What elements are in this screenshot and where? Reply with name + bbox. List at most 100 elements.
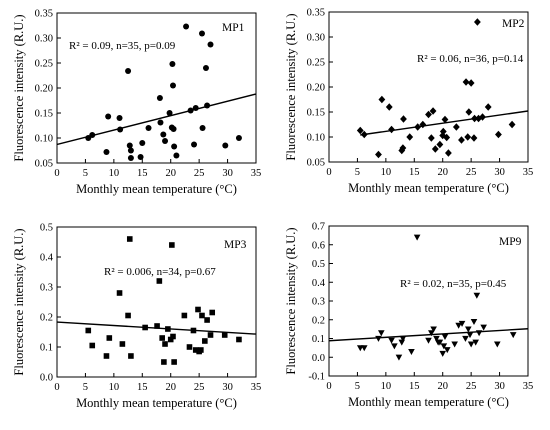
y-tick-label: 0.10 — [307, 133, 325, 144]
data-point — [186, 344, 193, 350]
x-tick-label: 15 — [137, 382, 148, 393]
data-point — [443, 347, 451, 354]
x-tick-label: 10 — [381, 167, 392, 178]
x-tick-label: 25 — [466, 381, 477, 392]
x-tick-label: 0 — [54, 382, 59, 393]
y-tick-label: 0.5 — [40, 223, 53, 234]
data-point — [360, 345, 368, 352]
data-point — [187, 107, 194, 114]
data-point — [493, 341, 501, 348]
data-point — [204, 317, 210, 323]
data-layer — [57, 236, 256, 365]
data-point — [419, 120, 427, 129]
stats-annotation: R² = 0.006, n=34, p=0.67 — [104, 266, 216, 278]
x-tick-label: 15 — [409, 381, 420, 392]
x-tick-label: 20 — [165, 168, 176, 179]
y-tick-label: 0.1 — [40, 343, 53, 354]
data-point — [207, 332, 214, 338]
data-point — [375, 150, 382, 159]
data-point — [156, 278, 163, 284]
x-tick-label: 15 — [409, 167, 420, 178]
data-point — [472, 339, 479, 346]
data-point — [106, 335, 113, 341]
x-tick-label: 5 — [355, 381, 360, 392]
data-point — [414, 123, 422, 131]
x-tick-label: 35 — [523, 167, 534, 178]
data-point — [470, 134, 478, 142]
x-tick-label: 20 — [165, 382, 176, 393]
data-point — [85, 327, 92, 334]
data-point — [171, 359, 177, 365]
data-point — [159, 335, 165, 341]
data-layer — [57, 23, 256, 161]
data-point — [356, 126, 364, 135]
data-point — [117, 126, 124, 133]
data-point — [195, 306, 201, 313]
data-point — [207, 41, 214, 48]
data-point — [385, 103, 393, 111]
x-tick-label: 10 — [109, 382, 120, 393]
data-point — [89, 132, 96, 138]
data-point — [462, 78, 470, 86]
data-point — [413, 234, 421, 241]
data-point — [445, 149, 452, 157]
data-point — [399, 144, 407, 152]
data-point — [471, 114, 478, 123]
data-point — [466, 332, 474, 339]
data-point — [455, 322, 462, 329]
y-tick-label: 0.35 — [307, 8, 325, 19]
panel-label: MP2 — [502, 18, 525, 30]
data-point — [173, 152, 180, 159]
data-point — [126, 236, 133, 242]
data-point — [400, 115, 407, 123]
y-tick-label: 0.0 — [40, 373, 53, 384]
chart-panel-mp2: 0 5 10 15 20 25 30 35 0.05 0.10 0.15 0.20 0.25 0.30 0.… — [284, 8, 533, 196]
data-point — [202, 65, 209, 71]
data-layer — [356, 18, 528, 159]
data-point — [103, 149, 110, 155]
data-point — [395, 354, 403, 361]
data-point — [169, 82, 176, 89]
data-point — [439, 350, 447, 357]
data-point — [440, 343, 448, 350]
y-axis-label: Fluorescence intensity (R.U.) — [284, 227, 298, 374]
data-point — [160, 131, 167, 138]
x-tick-label: 35 — [523, 381, 534, 392]
y-tick-label: 0.20 — [307, 83, 325, 94]
x-tick-label: 5 — [83, 168, 88, 179]
data-point — [441, 334, 449, 341]
data-point — [165, 326, 171, 332]
data-point — [198, 347, 204, 353]
data-point — [388, 337, 395, 344]
y-tick-label: 0.10 — [35, 134, 53, 145]
data-point — [181, 312, 188, 319]
data-point — [127, 155, 134, 161]
y-tick-label: 0.4 — [40, 253, 54, 264]
y-tick-label: 0.20 — [35, 84, 53, 95]
y-tick-label: 0.15 — [307, 108, 325, 119]
y-axis-label: Fluorescence intensity (R.U.) — [284, 13, 298, 160]
data-point — [375, 335, 382, 342]
data-point — [431, 145, 439, 153]
y-tick-label: 0.3 — [312, 297, 325, 308]
data-point — [388, 125, 395, 134]
chart-panel-mp3: 0 5 10 15 20 25 30 35 0.0 0.1 0.2 0.3 0.4 0.5 Monthly … — [12, 223, 261, 411]
x-tick-label: 5 — [355, 167, 360, 178]
data-point — [156, 95, 163, 101]
stats-annotation: R² = 0.02, n=35, p=0.45 — [400, 278, 507, 290]
data-point — [399, 335, 407, 342]
y-tick-label: 0.4 — [312, 278, 326, 289]
data-point — [183, 23, 190, 30]
data-point — [162, 341, 168, 347]
data-point — [125, 312, 131, 319]
data-point — [475, 330, 483, 337]
data-point — [191, 141, 198, 148]
chart-panel-mp9: 0 5 10 15 20 25 30 35 -0.1 0.0 0.1 0.2 0.3 0.4 0.5 0.6 0… — [284, 222, 533, 410]
data-point — [441, 115, 449, 124]
chart-panel-mp1: 0 5 10 15 20 25 30 35 0.05 0.10 0.15 0.20 0.25 0.30 0.… — [12, 9, 261, 197]
data-point — [391, 343, 398, 350]
x-axis-label: Monthly mean temperature (°C) — [348, 181, 509, 195]
data-point — [105, 113, 112, 120]
data-point — [408, 349, 415, 356]
